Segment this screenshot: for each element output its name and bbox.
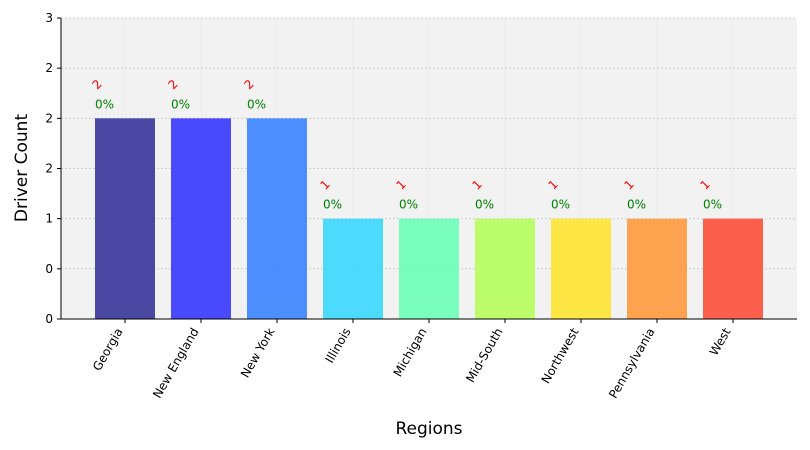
bar-west xyxy=(703,218,763,319)
y-tick-label: 0 xyxy=(45,262,53,276)
x-tick-label: New York xyxy=(238,325,278,380)
percent-label: 0% xyxy=(551,198,570,212)
x-ticks: Georgia New England New York Illinois Michig… xyxy=(90,319,734,401)
bar-northwest xyxy=(551,218,611,319)
bar-mid-south xyxy=(475,218,535,319)
y-tick-label: 2 xyxy=(45,162,53,176)
y-tick-label: 0 xyxy=(45,312,53,326)
percent-label: 0% xyxy=(703,198,722,212)
x-tick-label: Mid-South xyxy=(463,326,505,385)
bar-georgia xyxy=(95,118,155,319)
percent-label: 0% xyxy=(247,97,266,111)
bar-pennsylvania xyxy=(627,218,687,319)
percent-label: 0% xyxy=(323,198,342,212)
y-tick-label: 3 xyxy=(45,11,53,25)
x-tick-label: Northwest xyxy=(539,325,582,386)
percent-label: 0% xyxy=(399,198,418,212)
x-tick-label: Pennsylvania xyxy=(606,326,658,401)
bar-michigan xyxy=(399,218,459,319)
y-tick-label: 2 xyxy=(45,111,53,125)
bar-new-york xyxy=(247,118,307,319)
bar-new-england xyxy=(171,118,231,319)
x-tick-label: Michigan xyxy=(391,326,430,380)
percent-label: 0% xyxy=(95,97,114,111)
x-tick-label: New England xyxy=(150,326,201,401)
percent-label: 0% xyxy=(475,198,494,212)
bar-illinois xyxy=(323,218,383,319)
bars xyxy=(95,118,763,319)
y-tick-label: 1 xyxy=(45,212,53,226)
y-tick-label: 2 xyxy=(45,61,53,75)
y-axis-title: Driver Count xyxy=(12,114,32,223)
percent-label: 0% xyxy=(627,198,646,212)
x-tick-label: Illinois xyxy=(322,326,353,366)
x-axis-title: Regions xyxy=(395,419,462,439)
x-tick-label: Georgia xyxy=(90,326,126,374)
x-tick-label: West xyxy=(707,325,734,358)
percent-label: 0% xyxy=(171,97,190,111)
y-ticks: 0 0 1 2 2 2 3 xyxy=(45,11,61,326)
